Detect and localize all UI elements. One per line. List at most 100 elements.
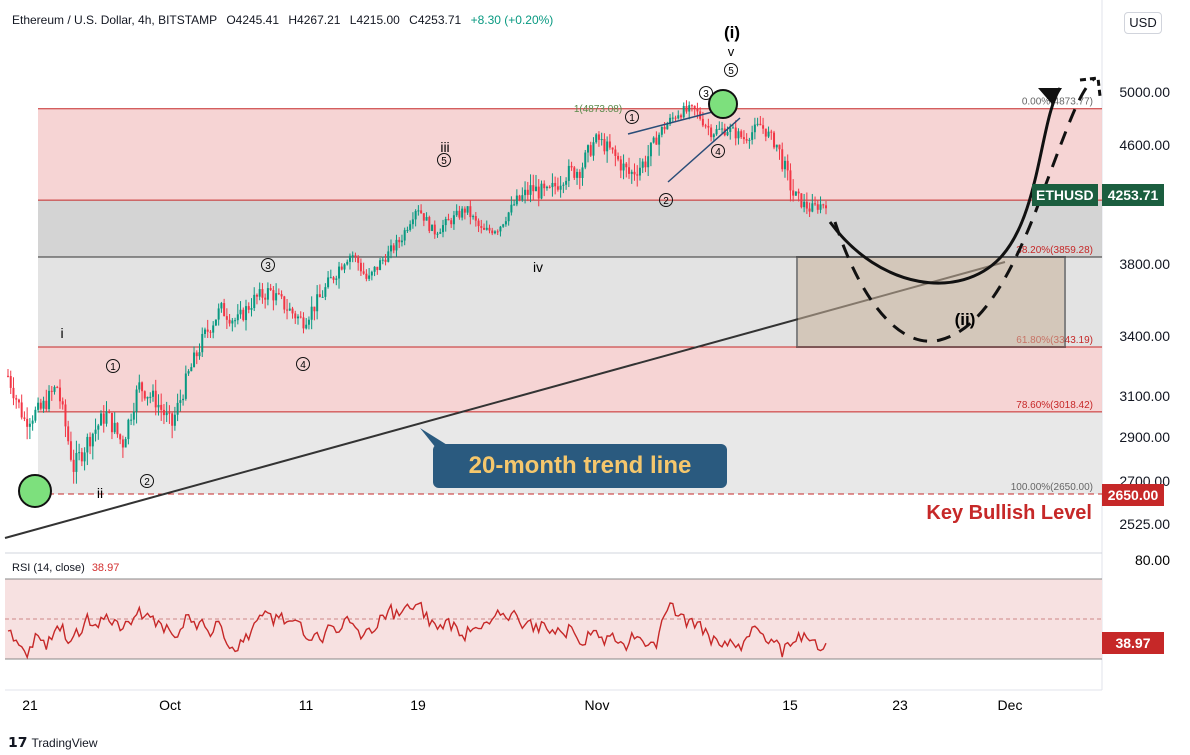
- wave-roman-label: ii: [97, 485, 103, 501]
- candle-body: [390, 245, 393, 252]
- candle-body: [193, 352, 196, 368]
- ohlc-open: O4245.41: [226, 13, 280, 27]
- circled-number-text: 4: [300, 360, 306, 371]
- wedge-lower: [667, 117, 741, 183]
- candle-body: [633, 171, 636, 175]
- candle-body: [428, 217, 431, 231]
- candle-body: [756, 123, 759, 125]
- candle-body: [663, 126, 666, 130]
- fib-level-label: 0.00%(4873.77): [1022, 97, 1093, 108]
- candle-body: [113, 422, 116, 433]
- candle-body: [740, 131, 743, 138]
- projection-arrowhead-main: [1038, 88, 1062, 104]
- candle-body: [644, 161, 647, 168]
- candle-body: [406, 229, 409, 231]
- rsi-title[interactable]: RSI (14, close): [12, 562, 85, 574]
- candle-body: [64, 404, 67, 427]
- candle-body: [715, 129, 718, 135]
- fib-level-label: 78.60%(3018.42): [1016, 400, 1093, 411]
- circled-number-text: 2: [144, 477, 150, 488]
- candle-body: [116, 422, 119, 435]
- candle-body: [384, 259, 387, 262]
- candle-body: [617, 155, 620, 160]
- time-axis-label: 15: [782, 697, 798, 713]
- candle-body: [130, 419, 133, 421]
- symbol-name[interactable]: Ethereum / U.S. Dollar, 4h, BITSTAMP: [12, 13, 217, 27]
- candle-body: [548, 186, 551, 188]
- start-point-marker: [18, 474, 52, 508]
- candle-body: [819, 204, 822, 210]
- candle-body: [316, 294, 319, 312]
- fib-level-label: 38.20%(3859.28): [1016, 245, 1093, 256]
- candle-body: [770, 131, 773, 133]
- candle-body: [53, 386, 56, 392]
- candle-body: [261, 289, 264, 298]
- wave-roman-label: iii: [440, 139, 449, 155]
- candle-body: [619, 159, 622, 171]
- candle-body: [535, 186, 538, 192]
- candle-body: [83, 452, 86, 462]
- candle-body: [343, 264, 346, 270]
- wave-i-label: (i): [724, 23, 740, 42]
- candle-body: [171, 413, 174, 426]
- candle-body: [625, 163, 628, 168]
- tradingview-logo-icon[interactable]: 𝟭𝟳: [8, 734, 28, 750]
- candle-body: [80, 452, 83, 462]
- candle-body: [160, 404, 163, 410]
- callout-pointer: [420, 428, 452, 448]
- candle-body: [742, 137, 745, 140]
- ethusd-price-tag: 4253.71: [1102, 184, 1164, 206]
- top-point-marker: [708, 89, 738, 119]
- candle-body: [658, 134, 661, 145]
- candle-body: [447, 218, 450, 221]
- candle-body: [576, 171, 579, 178]
- candle-body: [450, 220, 453, 225]
- candle-body: [469, 206, 472, 218]
- candle-body: [751, 132, 754, 140]
- candle-body: [340, 266, 343, 270]
- currency-button[interactable]: USD: [1124, 12, 1162, 34]
- candle-body: [203, 329, 206, 334]
- circled-number: [699, 86, 713, 100]
- candle-body: [721, 128, 724, 130]
- fib-band: [38, 108, 1102, 201]
- candle-body: [294, 313, 297, 319]
- fib-level-label: 100.00%(2650.00): [1011, 482, 1093, 493]
- candle-body: [783, 160, 786, 170]
- candle-body: [660, 126, 663, 135]
- projection-alt: [833, 76, 1096, 343]
- candle-body: [327, 277, 330, 288]
- candle-body: [540, 183, 543, 199]
- candle-body: [332, 277, 335, 280]
- rsi-header-value: 38.97: [91, 562, 120, 574]
- candle-body: [223, 303, 226, 317]
- footer-brand[interactable]: TradingView: [31, 735, 98, 750]
- candle-body: [26, 418, 29, 427]
- candle-body: [370, 271, 373, 276]
- candles: [7, 100, 827, 484]
- candle-body: [124, 439, 127, 448]
- candle-body: [264, 297, 267, 300]
- candle-body: [335, 278, 338, 280]
- trend-line-label: 20-month trend line: [469, 452, 692, 479]
- candle-body: [444, 218, 447, 226]
- candle-body: [493, 231, 496, 234]
- candle-body: [411, 219, 414, 225]
- candle-body: [162, 409, 165, 416]
- candle-body: [573, 167, 576, 178]
- candle-body: [712, 134, 715, 138]
- circled-number: [711, 144, 725, 158]
- time-axis-label: Dec: [998, 697, 1023, 713]
- candle-body: [206, 329, 209, 332]
- candle-body: [592, 142, 595, 156]
- candle-body: [510, 204, 513, 213]
- candle-body: [239, 309, 242, 315]
- wave-v-label: v: [728, 44, 735, 59]
- candle-body: [781, 149, 784, 170]
- candle-body: [392, 245, 395, 251]
- candle-body: [157, 404, 160, 408]
- candle-body: [436, 233, 439, 235]
- candle-body: [669, 117, 672, 125]
- candle-body: [488, 227, 491, 231]
